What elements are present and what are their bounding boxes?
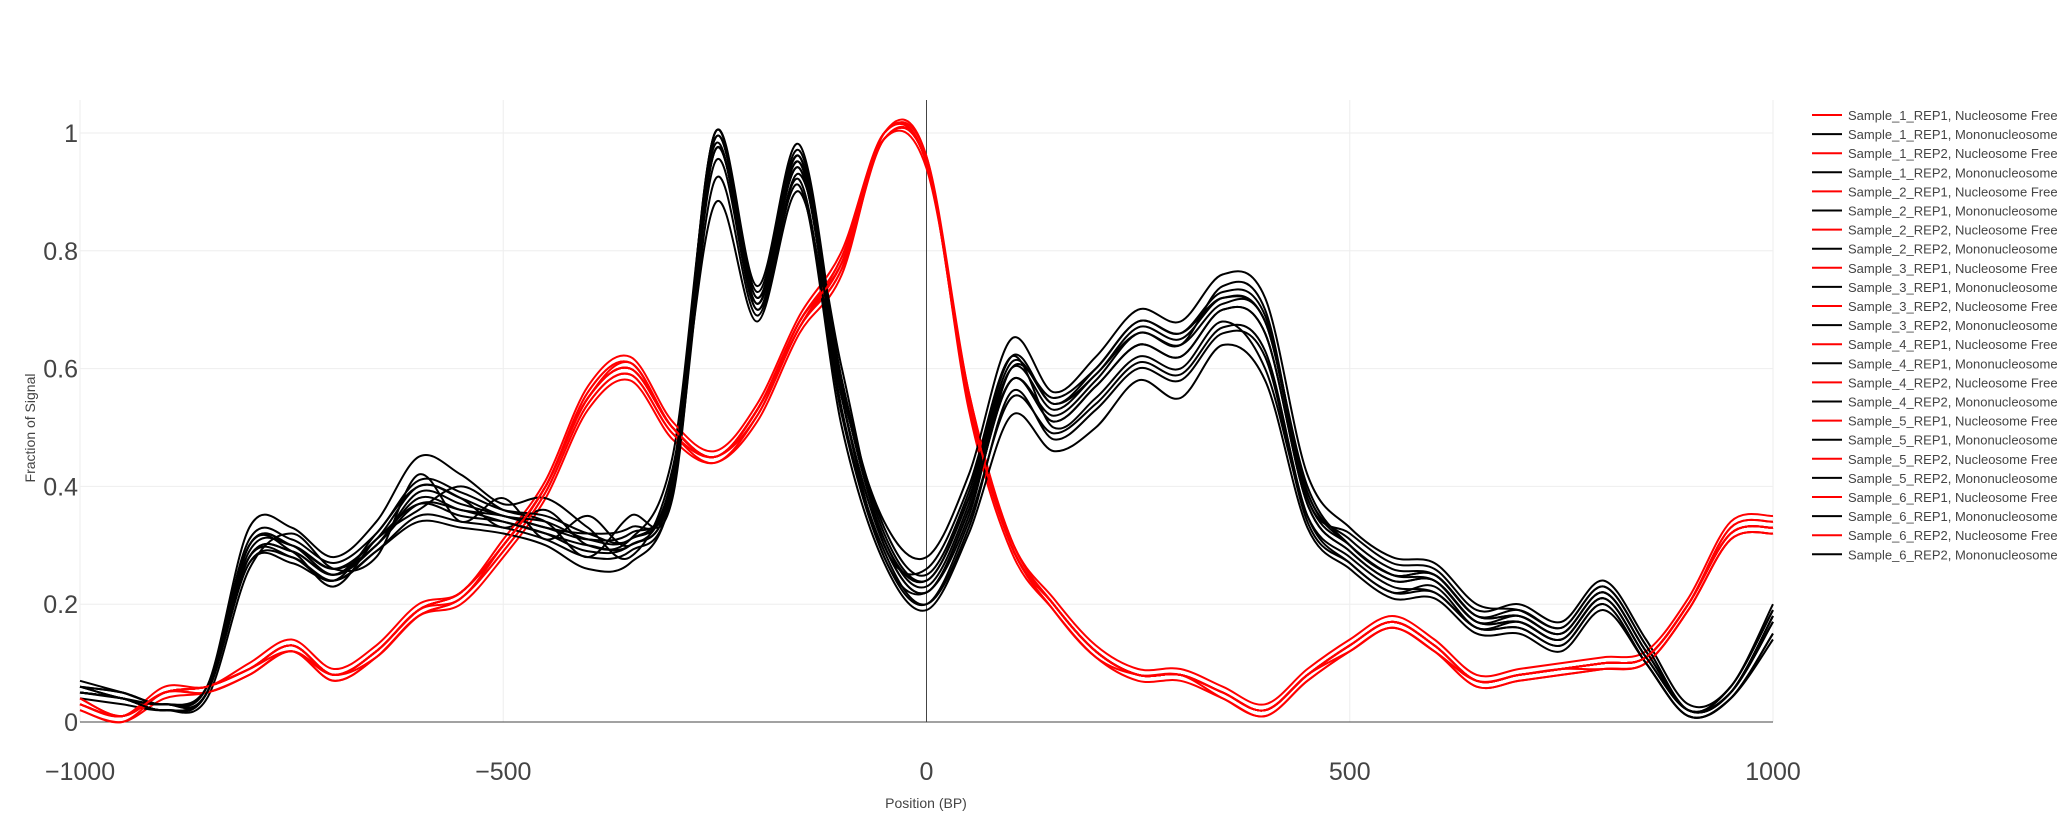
legend-entry[interactable]: Sample_4_REP1, Mononucleosome xyxy=(1848,356,2058,371)
series-line-23 xyxy=(79,122,1774,718)
series-line-20 xyxy=(79,158,1774,719)
y-tick-label: 0.2 xyxy=(43,591,78,619)
legend-entry[interactable]: Sample_3_REP2, Mononucleosome xyxy=(1848,318,2058,333)
y-tick-label: 0 xyxy=(64,709,78,737)
x-axis-ticks: −1000 −500 0 500 1000 xyxy=(45,758,1801,786)
legend-entry[interactable]: Sample_4_REP1, Nucleosome Free xyxy=(1848,337,2058,352)
legend-entry[interactable]: Sample_2_REP1, Mononucleosome xyxy=(1848,204,2058,219)
x-tick-label: −500 xyxy=(475,758,531,786)
series-lines xyxy=(79,118,1774,724)
legend-entry[interactable]: Sample_5_REP1, Nucleosome Free xyxy=(1848,414,2058,429)
legend-entry[interactable]: Sample_3_REP2, Nucleosome Free xyxy=(1848,299,2058,314)
legend-entry[interactable]: Sample_6_REP1, Mononucleosome xyxy=(1848,509,2058,524)
legend-entry[interactable]: Sample_1_REP1, Nucleosome Free xyxy=(1848,108,2058,123)
legend: Sample_1_REP1, Nucleosome Free Sample_1_R… xyxy=(1812,108,2058,562)
y-tick-label: 0.8 xyxy=(43,238,78,266)
series-line-22 xyxy=(79,134,1774,714)
legend-entry[interactable]: Sample_3_REP1, Mononucleosome xyxy=(1848,280,2058,295)
series-line-10 xyxy=(79,190,1774,713)
legend-entry[interactable]: Sample_1_REP2, Nucleosome Free xyxy=(1848,146,2058,161)
x-tick-label: −1000 xyxy=(45,758,115,786)
legend-entry[interactable]: Sample_5_REP2, Mononucleosome xyxy=(1848,471,2058,486)
y-tick-label: 0.4 xyxy=(43,473,78,501)
x-tick-label: 0 xyxy=(920,758,934,786)
series-line-24 xyxy=(79,146,1774,714)
legend-entry[interactable]: Sample_4_REP2, Nucleosome Free xyxy=(1848,375,2058,390)
y-axis-ticks: 0 0.2 0.4 0.6 0.8 1 xyxy=(43,120,78,737)
x-tick-label: 500 xyxy=(1329,758,1371,786)
y-tick-label: 1 xyxy=(64,120,78,148)
legend-entry[interactable]: Sample_6_REP2, Mononucleosome xyxy=(1848,547,2058,562)
y-tick-label: 0.6 xyxy=(43,356,78,384)
x-tick-label: 1000 xyxy=(1745,758,1801,786)
legend-entry[interactable]: Sample_5_REP1, Mononucleosome xyxy=(1848,433,2058,448)
legend-entry[interactable]: Sample_6_REP2, Nucleosome Free xyxy=(1848,528,2058,543)
legend-entry[interactable]: Sample_3_REP1, Nucleosome Free xyxy=(1848,261,2058,276)
y-axis-title: Fraction of Signal xyxy=(22,374,38,483)
zero-lines xyxy=(80,100,1773,723)
x-axis-title: Position (BP) xyxy=(885,795,967,811)
legend-entry[interactable]: Sample_1_REP1, Mononucleosome xyxy=(1848,127,2058,142)
legend-entry[interactable]: Sample_5_REP2, Nucleosome Free xyxy=(1848,452,2058,467)
legend-entry[interactable]: Sample_1_REP2, Mononucleosome xyxy=(1848,165,2058,180)
legend-entry[interactable]: Sample_6_REP1, Nucleosome Free xyxy=(1848,490,2058,505)
legend-entry[interactable]: Sample_2_REP2, Nucleosome Free xyxy=(1848,223,2058,238)
series-line-7 xyxy=(79,121,1774,718)
legend-entry[interactable]: Sample_4_REP2, Mononucleosome xyxy=(1848,395,2058,410)
legend-entry[interactable]: Sample_2_REP1, Nucleosome Free xyxy=(1848,184,2058,199)
legend-entry[interactable]: Sample_2_REP2, Mononucleosome xyxy=(1848,242,2058,257)
